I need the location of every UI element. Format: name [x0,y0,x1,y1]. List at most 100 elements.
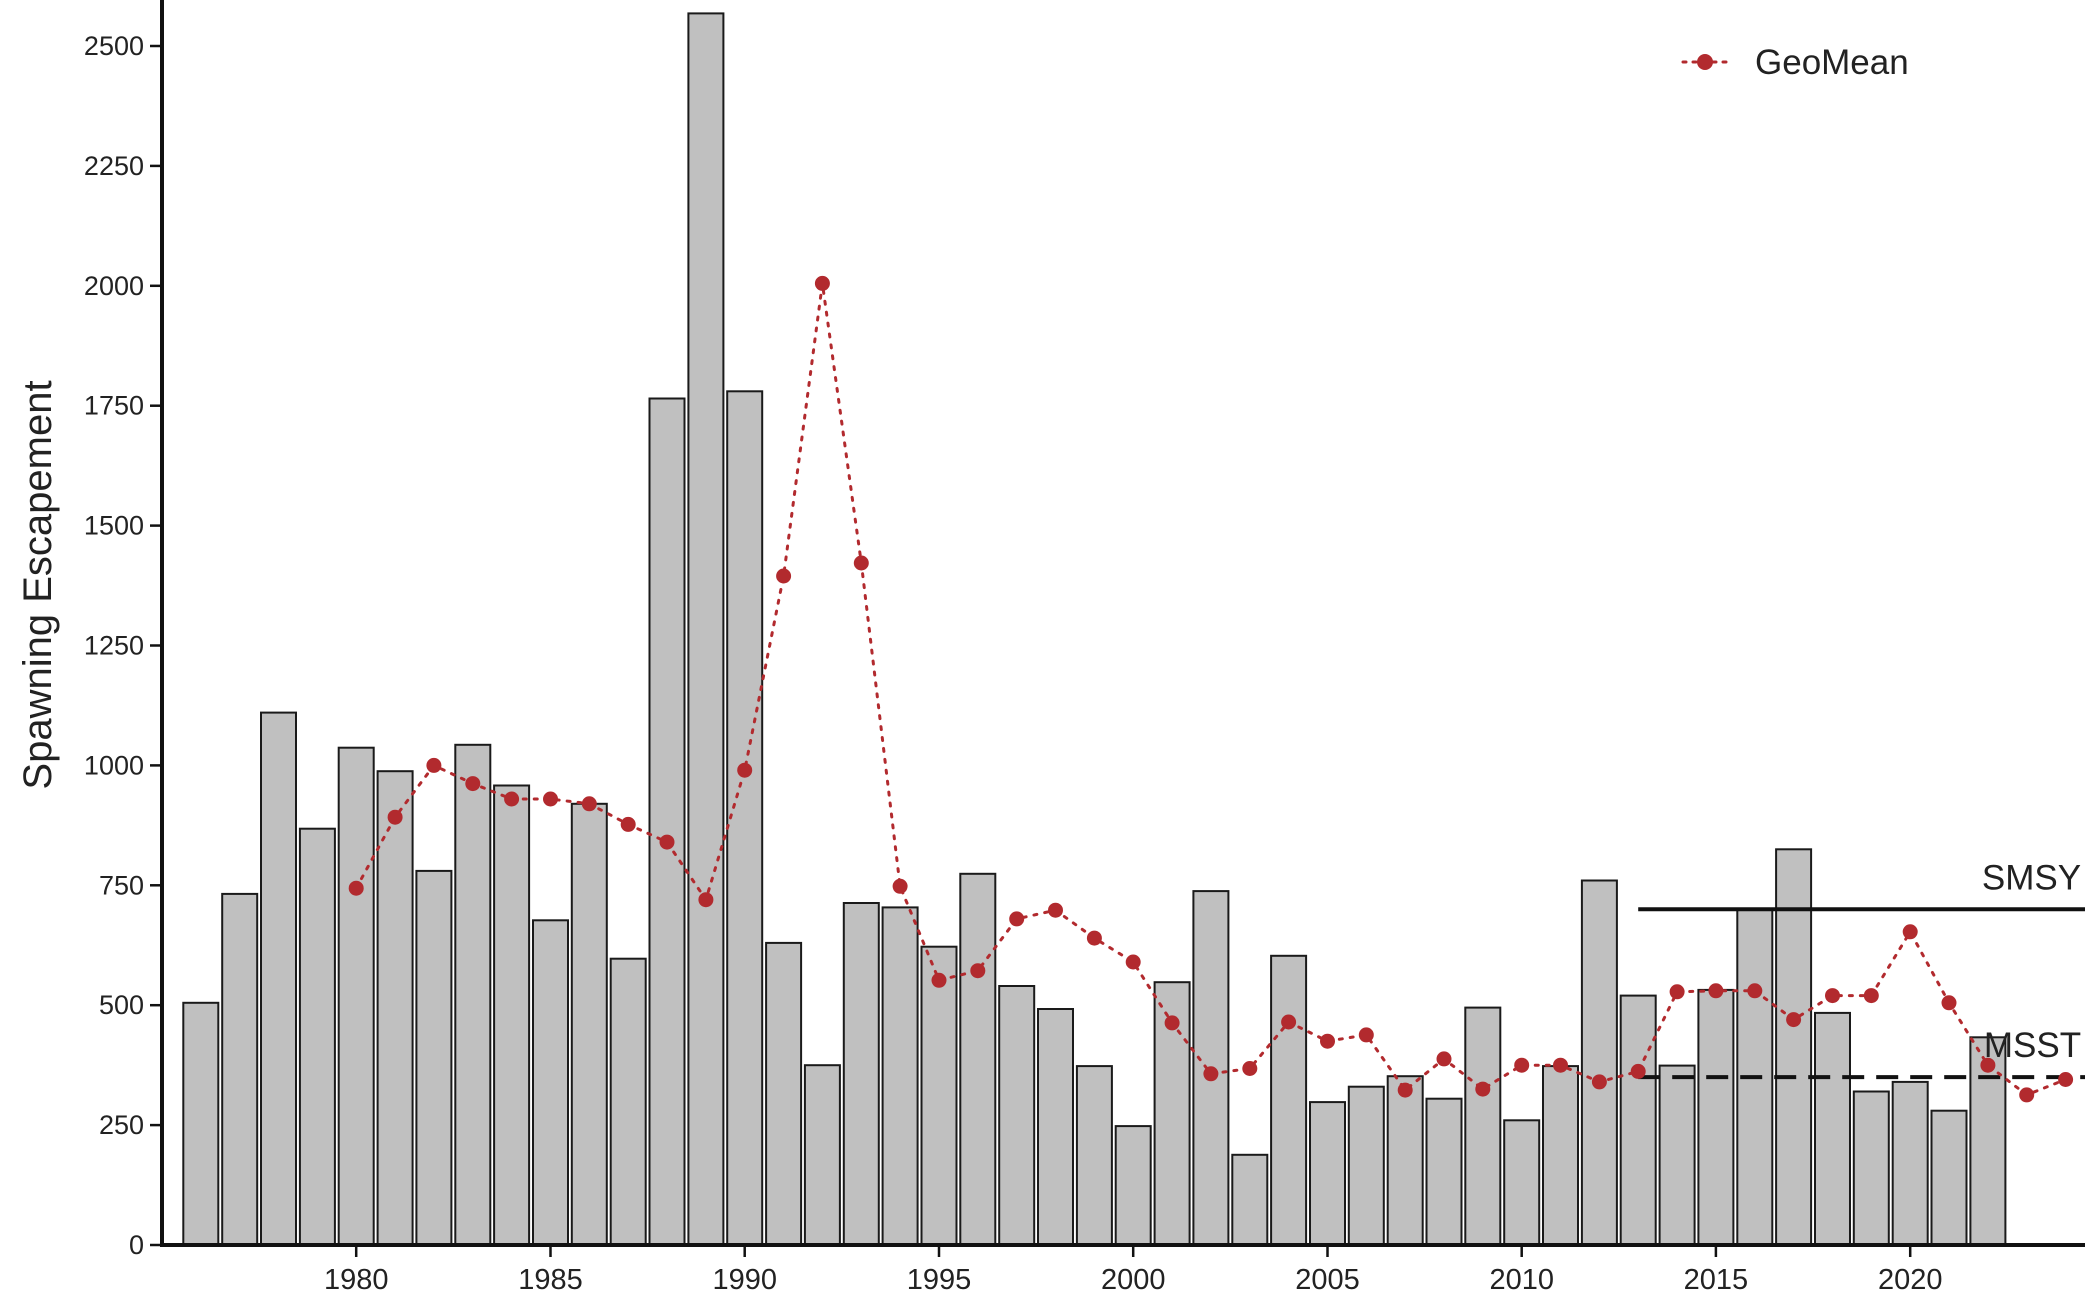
geomean-point-2021 [1941,995,1957,1011]
bar-1986 [570,802,608,1246]
y-tick-label-750: 750 [99,870,144,900]
bar-1991 [765,941,803,1247]
bar-1982 [415,869,453,1247]
y-tick-label-1750: 1750 [84,391,144,421]
geomean-point-1981 [387,809,403,825]
bar-1976 [182,1001,220,1246]
bars-layer [182,12,2007,1247]
geomean-point-1983 [465,776,481,792]
bar-1977 [221,892,259,1247]
geomean-point-2018 [1825,988,1840,1004]
x-tick-label-2010: 2010 [1489,1264,1554,1296]
bar-2005 [1309,1101,1346,1246]
bar-1997 [998,985,1036,1246]
geomean-point-2014 [1669,984,1685,1000]
y-tick-label-2000: 2000 [84,271,144,301]
bar-2000 [1114,1125,1152,1246]
geomean-point-2020 [1902,924,1918,940]
geomean-series-layer [348,275,2074,1103]
y-tick-label-0: 0 [129,1230,144,1260]
bar-1984 [493,784,531,1246]
bar-2021 [1930,1109,1968,1246]
geomean-point-2008 [1436,1051,1452,1067]
y-ticks-layer: 0 250 500 750 1000 1250 1500 1750 2000 2250 2500 [84,31,162,1260]
geomean-point-1982 [426,757,442,773]
bar-1999 [1075,1065,1113,1246]
axes-layer [160,0,2085,1247]
bar-1993 [842,902,880,1246]
geomean-point-2015 [1708,983,1724,999]
geomean-point-1985 [543,791,558,807]
geomean-point-1990 [737,762,753,778]
y-tick-label-1250: 1250 [84,631,144,661]
bar-2006 [1347,1085,1385,1246]
bar-2007 [1386,1075,1424,1246]
y-axis-title: Spawning Escapement [16,380,60,789]
x-ticks-layer: 1980 1985 1990 1995 2000 2005 2010 2015 2020 [324,1245,1942,1296]
smsy-label: SMSY [1982,858,2081,897]
msst-label: MSST [1984,1026,2081,1065]
bar-1980 [337,746,375,1246]
geomean-point-1989 [698,892,714,908]
geomean-point-2003 [1242,1061,1258,1076]
bar-2015 [1697,988,1735,1247]
geomean-point-2002 [1203,1066,1219,1082]
geomean-point-2022 [1980,1057,1996,1073]
geomean-point-1992 [814,275,830,291]
x-tick-label-2015: 2015 [1684,1264,1749,1296]
bar-1990 [726,390,764,1246]
legend-geomean-label: GeoMean [1755,43,1909,82]
legend-geomean-marker [1697,54,1713,70]
geomean-point-1984 [504,791,520,807]
y-tick-label-2250: 2250 [84,151,144,181]
geomean-point-2017 [1786,1012,1802,1028]
bar-1992 [803,1064,841,1246]
bar-2004 [1270,954,1308,1246]
geomean-point-2007 [1397,1082,1413,1098]
bar-1988 [648,397,686,1246]
y-tick-label-1500: 1500 [84,511,144,541]
x-tick-label-1985: 1985 [518,1264,583,1296]
y-tick-label-1000: 1000 [84,750,144,780]
x-tick-label-1995: 1995 [907,1264,972,1296]
geomean-point-1980 [348,880,364,896]
x-tick-label-2000: 2000 [1101,1264,1166,1296]
geomean-point-1994 [892,878,908,894]
geomean-point-2016 [1747,983,1763,999]
bar-2014 [1658,1064,1696,1246]
y-tick-label-250: 250 [99,1110,144,1140]
legend: GeoMean [1681,43,1909,82]
reference-lines-layer [1638,907,2085,1080]
bar-1985 [532,919,569,1246]
geomean-point-1987 [620,816,636,832]
geomean-point-1999 [1086,930,1102,946]
reference-line-labels: SMSY MSST [1982,858,2081,1065]
geomean-point-2011 [1553,1057,1568,1073]
bar-2008 [1425,1097,1463,1246]
geomean-point-1986 [581,796,597,812]
bar-2011 [1542,1065,1579,1246]
geomean-point-2001 [1164,1015,1180,1031]
bar-1998 [1037,1008,1074,1246]
y-tick-label-500: 500 [99,990,144,1020]
bar-1979 [298,827,336,1246]
bar-2020 [1891,1080,1929,1247]
geomean-point-2019 [1863,988,1879,1004]
bar-1994 [881,906,919,1247]
bar-2009 [1464,1006,1502,1246]
bar-2010 [1503,1119,1541,1247]
bar-2013 [1619,994,1657,1246]
bar-2019 [1852,1090,1890,1246]
x-tick-label-1980: 1980 [324,1264,389,1296]
geomean-point-2004 [1281,1014,1297,1030]
geomean-point-2009 [1475,1081,1491,1097]
geomean-point-1998 [1048,902,1063,918]
bar-1987 [609,957,647,1246]
x-tick-label-1990: 1990 [712,1264,777,1296]
bar-1989 [687,12,725,1246]
x-tick-label-2005: 2005 [1295,1264,1360,1296]
geomean-point-1988 [659,834,675,850]
bar-1995 [920,945,958,1246]
geomean-point-2024 [2058,1072,2074,1087]
